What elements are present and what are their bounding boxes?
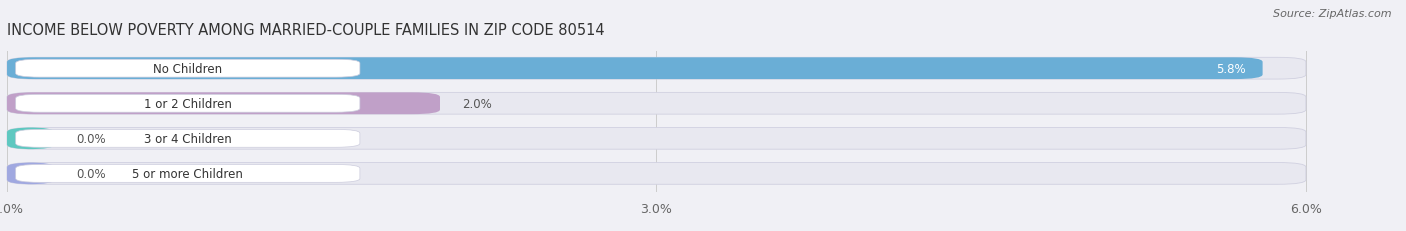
Text: 0.0%: 0.0% bbox=[76, 132, 105, 145]
Text: 5.8%: 5.8% bbox=[1216, 62, 1246, 75]
FancyBboxPatch shape bbox=[15, 165, 360, 182]
FancyBboxPatch shape bbox=[7, 163, 55, 185]
Text: No Children: No Children bbox=[153, 62, 222, 75]
Text: 1 or 2 Children: 1 or 2 Children bbox=[143, 97, 232, 110]
Text: 3 or 4 Children: 3 or 4 Children bbox=[143, 132, 232, 145]
Text: 5 or more Children: 5 or more Children bbox=[132, 167, 243, 180]
FancyBboxPatch shape bbox=[15, 95, 360, 113]
Text: 2.0%: 2.0% bbox=[461, 97, 491, 110]
FancyBboxPatch shape bbox=[7, 58, 1263, 80]
FancyBboxPatch shape bbox=[15, 60, 360, 78]
FancyBboxPatch shape bbox=[7, 128, 1306, 149]
Text: 0.0%: 0.0% bbox=[76, 167, 105, 180]
FancyBboxPatch shape bbox=[15, 130, 360, 148]
FancyBboxPatch shape bbox=[7, 58, 1306, 80]
Text: Source: ZipAtlas.com: Source: ZipAtlas.com bbox=[1274, 9, 1392, 19]
FancyBboxPatch shape bbox=[7, 93, 1306, 115]
Text: INCOME BELOW POVERTY AMONG MARRIED-COUPLE FAMILIES IN ZIP CODE 80514: INCOME BELOW POVERTY AMONG MARRIED-COUPL… bbox=[7, 23, 605, 38]
FancyBboxPatch shape bbox=[7, 93, 440, 115]
FancyBboxPatch shape bbox=[7, 128, 55, 149]
FancyBboxPatch shape bbox=[7, 163, 1306, 185]
